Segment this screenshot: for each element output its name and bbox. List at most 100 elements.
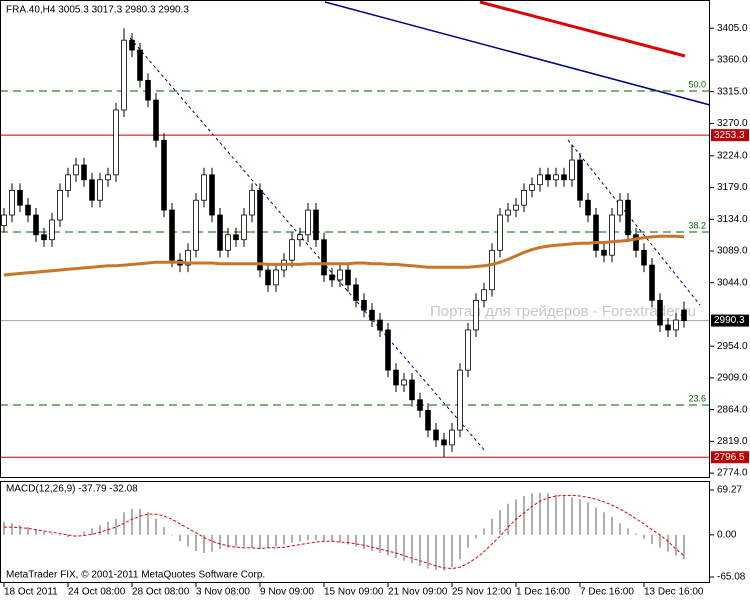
candle-body: [9, 189, 15, 216]
chart-title: FRA.40,H4 3005.3 3017.3 2980.3 2990.3: [6, 5, 189, 16]
trend-line: [479, 0, 686, 58]
macd-bar: [243, 534, 245, 547]
level-label: 50.0: [688, 79, 706, 89]
y-tick-label: 3315.0: [717, 86, 748, 97]
candle-body: [33, 214, 39, 236]
macd-bar: [643, 534, 645, 539]
macd-bar: [99, 525, 101, 535]
macd-bar: [683, 534, 685, 560]
macd-signal: [4, 494, 685, 570]
candle-body: [665, 324, 671, 331]
candle-body: [169, 209, 175, 261]
macd-bar: [547, 493, 549, 535]
macd-bar: [91, 528, 93, 535]
macd-bar: [579, 499, 581, 535]
candle-body: [345, 269, 351, 286]
macd-bar: [499, 510, 501, 535]
macd-bar: [339, 534, 341, 543]
level-label: 23.6: [688, 393, 706, 403]
macd-bar: [67, 534, 69, 538]
candle-body: [129, 39, 135, 51]
candle-body: [249, 189, 255, 216]
candle-body: [209, 174, 215, 216]
macd-bar: [595, 507, 597, 535]
candle-body: [201, 174, 207, 201]
candle-body: [425, 409, 431, 431]
macd-bar: [355, 534, 357, 547]
macd-bar: [155, 518, 157, 535]
candle-body: [353, 284, 359, 301]
macd-frame: [0, 481, 710, 583]
x-tick-label: 21 Nov 09:00: [388, 587, 448, 598]
candle-body: [313, 209, 319, 241]
candle-body: [513, 204, 519, 211]
candle-body: [361, 299, 367, 311]
main-frame: [0, 0, 710, 478]
candle-body: [601, 249, 607, 256]
macd-bar: [179, 534, 181, 542]
candle-body: [145, 79, 151, 101]
price-box-label: 2796.5: [714, 452, 745, 463]
macd-bar: [531, 493, 533, 535]
macd-bar: [651, 534, 653, 544]
macd-bar: [19, 525, 21, 535]
x-tick-label: 15 Nov 09:00: [324, 587, 384, 598]
y-tick-label: 3179.0: [717, 182, 748, 193]
price-box-label: 3253.3: [714, 130, 745, 141]
candle-body: [337, 269, 343, 281]
macd-bar: [667, 534, 669, 552]
candle-body: [401, 379, 407, 386]
macd-bar: [659, 534, 661, 548]
macd-bar: [147, 512, 149, 535]
price-box: [711, 129, 749, 142]
candle-body: [217, 214, 223, 251]
macd-bar: [611, 516, 613, 535]
price-box: [711, 314, 749, 327]
macd-bar: [403, 534, 405, 561]
level-label: 38.2: [688, 220, 706, 230]
macd-bar: [467, 534, 469, 548]
watermark: Портал для трейдеров - Forextrader.ru: [430, 303, 696, 320]
candle-body: [489, 249, 495, 291]
macd-bar: [131, 508, 133, 535]
candle-body: [633, 234, 639, 251]
macd-bar: [483, 528, 485, 535]
candle-body: [417, 399, 423, 411]
candle-body: [113, 109, 119, 176]
candle-body: [433, 429, 439, 441]
macd-bar: [171, 534, 173, 536]
candle-body: [481, 289, 487, 301]
y-tick-label: 3224.0: [717, 150, 748, 161]
candle-body: [153, 99, 159, 141]
candle-body: [321, 239, 327, 276]
macd-bar: [163, 527, 165, 535]
candle-body: [409, 379, 415, 401]
candle-body: [161, 139, 167, 211]
x-tick-label: 25 Nov 12:00: [452, 587, 512, 598]
macd-bar: [451, 534, 453, 568]
macd-bar: [523, 496, 525, 535]
macd-bar: [267, 534, 269, 548]
y-tick-label: 3044.0: [717, 277, 748, 288]
candle-body: [81, 164, 87, 181]
x-tick-label: 28 Oct 08:00: [132, 587, 190, 598]
candle-body: [505, 209, 511, 216]
y-tick-label: 2954.0: [717, 341, 748, 352]
macd-bar: [323, 534, 325, 542]
macd-bar: [211, 534, 213, 552]
candle-body: [185, 249, 191, 266]
candle-body: [497, 214, 503, 251]
candle-body: [225, 234, 231, 251]
candle-body: [457, 369, 463, 431]
macd-bar: [203, 534, 205, 553]
y-tick-label: 3405.0: [717, 23, 748, 34]
macd-bar: [419, 534, 421, 566]
candle-body: [57, 189, 63, 221]
macd-bar: [635, 533, 637, 535]
macd-bar: [331, 534, 333, 542]
macd-bar: [411, 534, 413, 564]
macd-bar: [299, 534, 301, 542]
candle-body: [193, 199, 199, 251]
candle-body: [641, 249, 647, 266]
candle-body: [305, 209, 311, 236]
